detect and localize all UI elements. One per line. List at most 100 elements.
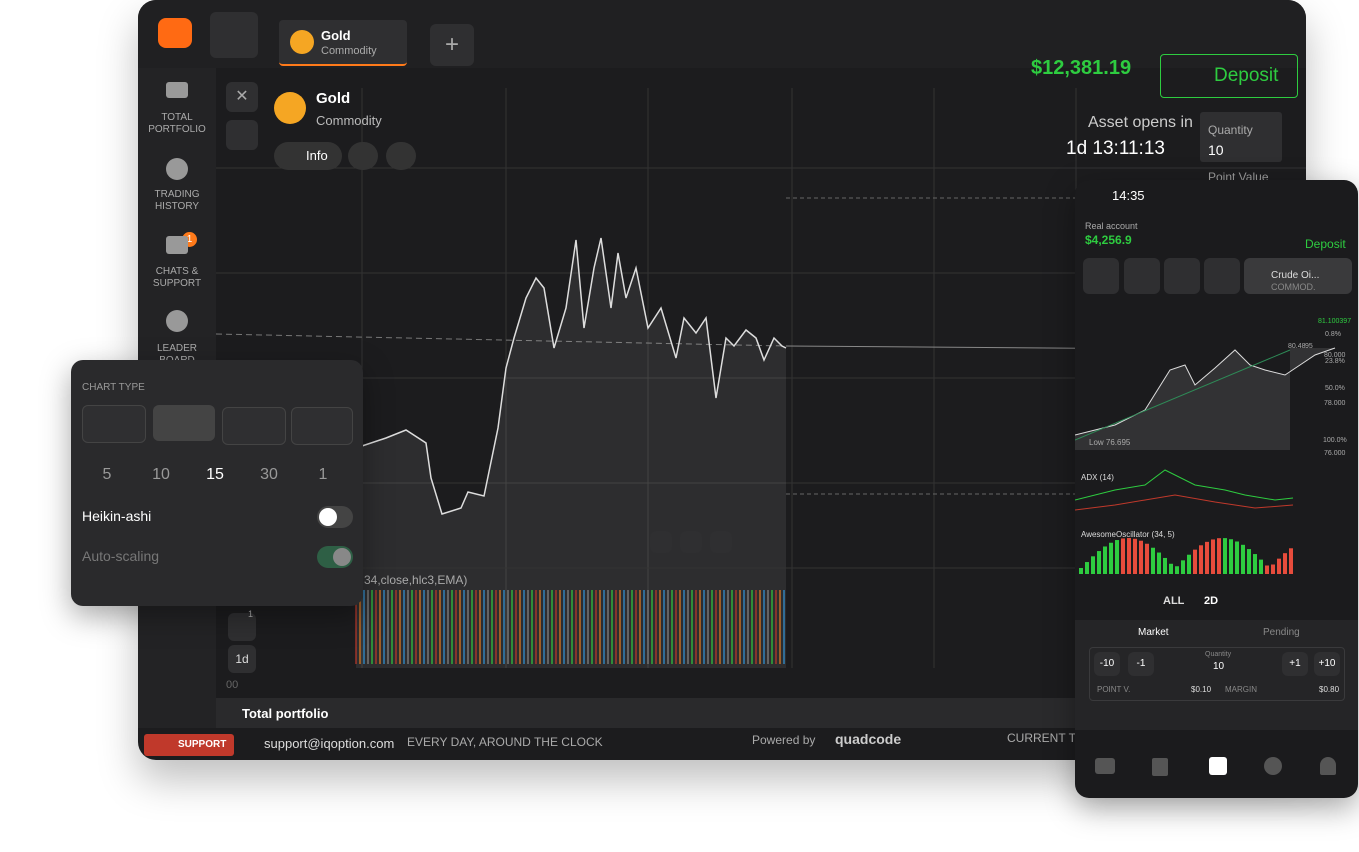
sidebar-item[interactable]: TOTAL PORTFOLIO	[148, 112, 206, 135]
mobile-app: 14:35 Real account $4,256.9 Deposit Crud…	[1075, 180, 1358, 798]
logo[interactable]	[158, 18, 192, 48]
add-asset[interactable]	[1083, 258, 1119, 294]
oscillator-bar	[1091, 556, 1095, 574]
account-type[interactable]: Real account	[1085, 221, 1138, 231]
oscillator-bar	[1211, 539, 1215, 574]
grid-button[interactable]	[210, 12, 258, 58]
oscillator-bar	[1253, 554, 1257, 574]
oscillator-bar	[1151, 547, 1155, 574]
add-tab[interactable]: +	[430, 24, 474, 66]
oscillator-bar	[1247, 549, 1251, 574]
volume-bars	[355, 590, 785, 664]
oscillator-bar	[1271, 564, 1275, 574]
qty-button[interactable]: -10	[1094, 652, 1120, 676]
nav-chat[interactable]	[1264, 757, 1282, 775]
gold-icon	[290, 30, 314, 54]
range-button[interactable]: ALL	[1163, 595, 1185, 607]
nav-history[interactable]	[1152, 758, 1168, 776]
mobile-chart	[1075, 347, 1336, 574]
status-time: 14:35	[1112, 188, 1145, 203]
brand: quadcode	[835, 731, 902, 747]
info-button[interactable]	[274, 142, 342, 170]
oscillator-bar	[1079, 568, 1083, 574]
type-candles[interactable]	[291, 407, 353, 445]
mobile-deposit[interactable]: Deposit	[1305, 237, 1346, 251]
asset-tab-active[interactable]	[1244, 258, 1352, 294]
type-area[interactable]	[153, 405, 215, 441]
favorite-button[interactable]	[386, 142, 416, 170]
asset-tab[interactable]	[1204, 258, 1240, 294]
oscillator-bar	[1199, 545, 1203, 574]
qty-button[interactable]: +1	[1282, 652, 1308, 676]
oscillator-bar	[1145, 543, 1149, 574]
margin-value: $0.80	[1319, 685, 1340, 694]
type-line[interactable]	[82, 405, 146, 443]
period-option[interactable]: 1	[318, 466, 328, 483]
sidebar-item[interactable]: CHATS & SUPPORT	[152, 266, 202, 289]
asset-category: Commodity	[316, 113, 382, 128]
asset-tab[interactable]	[1164, 258, 1200, 294]
tool-badge: 1	[248, 609, 254, 619]
oscillator-bar	[1193, 549, 1197, 574]
price-label: 23.8%	[1325, 358, 1345, 365]
range-button[interactable]: 2D	[1204, 595, 1219, 607]
qty-label: Quantity	[1205, 651, 1232, 658]
tab-market[interactable]: Market	[1138, 627, 1169, 638]
price-label: 80.000	[1324, 352, 1346, 359]
tool-button[interactable]	[228, 613, 256, 641]
panel-title: CHART TYPE	[82, 382, 145, 393]
zoom-out[interactable]	[650, 531, 672, 553]
oscillator-bar	[1097, 551, 1101, 574]
balance[interactable]: $12,381.19	[1031, 57, 1132, 79]
qty-button[interactable]: +10	[1314, 652, 1340, 676]
deposit-label: Deposit	[1214, 65, 1279, 86]
period-option[interactable]: 5	[102, 466, 112, 483]
asset-name[interactable]: Gold	[316, 90, 351, 107]
oscillator-bar	[1229, 539, 1233, 574]
portfolio-label: Total portfolio	[242, 706, 329, 721]
period-button[interactable]: 1d	[228, 645, 256, 673]
oscillator-bar	[1205, 541, 1209, 574]
qty-button[interactable]: -1	[1128, 652, 1154, 676]
oscillator-bar	[1133, 538, 1137, 574]
close-chart[interactable]: ✕	[226, 82, 258, 112]
type-bars[interactable]	[222, 407, 286, 445]
price-label: 76.000	[1324, 450, 1346, 457]
asset-icon	[274, 92, 306, 124]
quantity-value: 10	[1208, 142, 1224, 158]
support-button[interactable]	[144, 734, 234, 756]
autoscale-toggle[interactable]	[317, 546, 353, 568]
support-email[interactable]: support@iqoption.com	[264, 736, 395, 751]
zoom-reset[interactable]	[680, 531, 702, 553]
margin-label: MARGIN	[1225, 685, 1257, 694]
zoom-in[interactable]	[710, 531, 732, 553]
trade-panel	[1075, 620, 1358, 730]
tab-pending[interactable]: Pending	[1263, 627, 1300, 638]
alert-button[interactable]	[348, 142, 378, 170]
nav-portfolio[interactable]	[1095, 758, 1115, 774]
quantity-label: Quantity	[1208, 123, 1253, 137]
oscillator-bar	[1259, 559, 1263, 574]
powered-by: Powered by	[752, 733, 816, 747]
current-time-label: CURRENT TI	[1007, 731, 1080, 745]
adx-label: ADX (14)	[1081, 473, 1114, 482]
nav-trade[interactable]	[1209, 757, 1227, 775]
price-label: 95	[1305, 343, 1313, 350]
period-option[interactable]: 15	[206, 466, 224, 483]
oscillator-bar	[1223, 538, 1227, 574]
period-option[interactable]: 30	[260, 466, 278, 483]
nav-profile[interactable]	[1320, 757, 1336, 775]
quantity-box[interactable]	[1200, 112, 1282, 162]
period-option[interactable]: 10	[152, 466, 170, 483]
collapse-chart[interactable]	[226, 120, 258, 150]
axis-fragment: 00	[226, 679, 239, 691]
price-label: 100.0%	[1323, 437, 1347, 444]
sidebar-item[interactable]: TRADING HISTORY	[154, 189, 200, 212]
oscillator-bar	[1283, 553, 1287, 574]
asset-tab[interactable]	[1124, 258, 1160, 294]
icon	[166, 158, 188, 180]
deposit-button[interactable]	[1160, 54, 1298, 98]
heikin-toggle[interactable]	[317, 506, 353, 528]
oscillator-bar	[1277, 558, 1281, 574]
